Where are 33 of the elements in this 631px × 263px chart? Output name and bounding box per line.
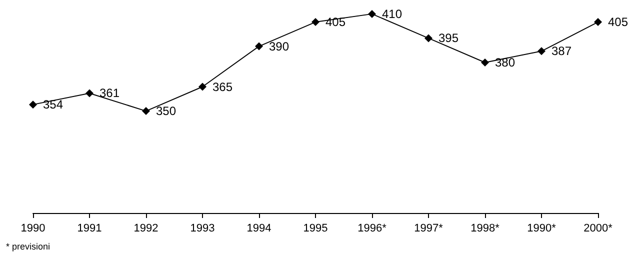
point (368, 10, 376, 18)
point (86, 89, 94, 98)
point (594, 18, 602, 26)
point (538, 47, 546, 56)
data-label: 380 (495, 55, 516, 70)
point (255, 42, 263, 50)
x-tick-label: 1993 (190, 222, 215, 234)
data-label: 405 (608, 15, 628, 30)
data-label: 350 (156, 104, 176, 118)
data-label: 390 (269, 39, 290, 54)
x-tick-label: 1998* (470, 222, 500, 234)
point (312, 18, 320, 26)
data-label: 395 (438, 31, 459, 46)
x-tick-label: 1990* (527, 222, 557, 234)
point (481, 58, 489, 66)
text: * previsioni (6, 242, 50, 252)
x-tick-label: 1997* (414, 222, 444, 234)
data-label: 365 (212, 80, 233, 94)
point (29, 100, 37, 109)
x-tick-label: 2000* (584, 222, 614, 234)
data-label: 410 (382, 6, 402, 21)
data-label: 387 (552, 44, 572, 58)
data-label: 361 (100, 86, 120, 100)
data-label: 354 (43, 98, 64, 112)
x-tick-label: 1996* (358, 222, 388, 234)
x-tick-label: 1992 (134, 222, 158, 234)
x-tick-label: 1991 (77, 222, 102, 234)
point (198, 82, 206, 91)
x-tick-label: 1995 (303, 222, 328, 234)
point (424, 34, 432, 42)
x-tick-label: 1994 (246, 222, 272, 234)
x-tick-label: 1990 (20, 222, 46, 234)
point (142, 107, 150, 116)
